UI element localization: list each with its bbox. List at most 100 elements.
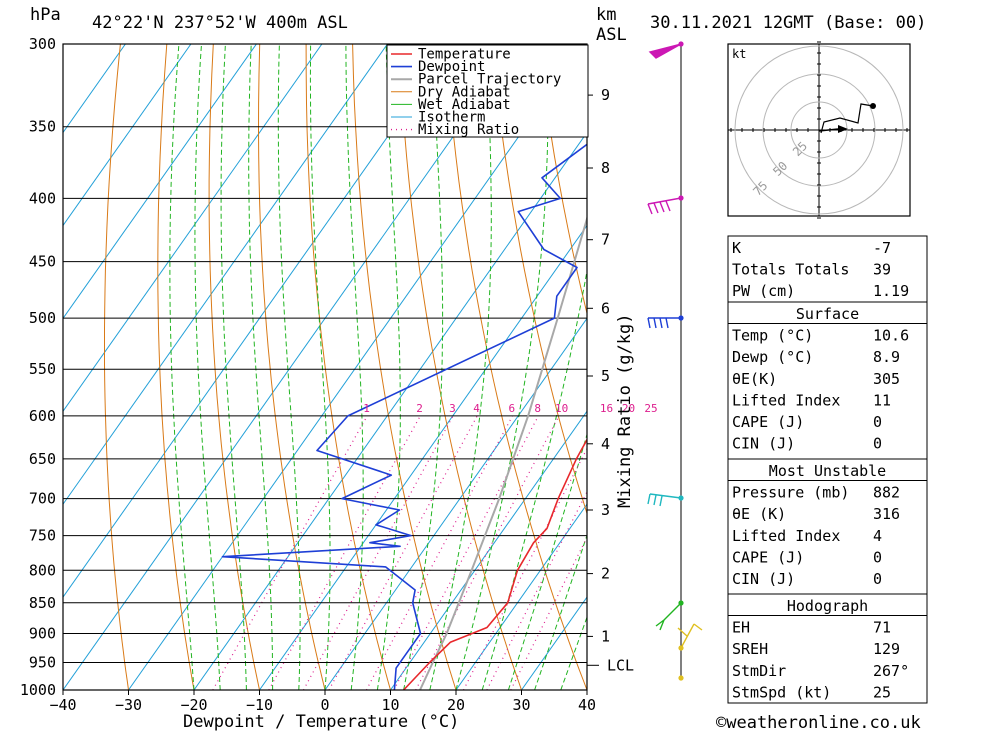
mixing-ratio-value: 3 <box>449 402 456 415</box>
legend-entry: Parcel Trajectory <box>418 72 561 88</box>
dry-adiabat-line <box>104 44 129 690</box>
hodograph-ring <box>790 101 848 159</box>
table-row-label: CAPE (J) <box>732 413 804 431</box>
pressure-tick-label: 900 <box>29 625 56 643</box>
legend-entry: Wet Adiabat <box>418 97 511 113</box>
wet-adiabat-line <box>345 44 364 690</box>
table-row-label: CAPE (J) <box>732 548 804 566</box>
mixing-ratio-value: 20 <box>622 402 635 415</box>
pressure-tick-label: 550 <box>29 360 56 378</box>
hodograph-unit-label: kt <box>732 47 746 61</box>
mixing-ratio-value: 4 <box>473 402 480 415</box>
storm-motion-vector <box>818 128 839 132</box>
wet-adiabat-line <box>277 44 301 690</box>
x-tick-label: 20 <box>447 696 465 714</box>
mixing-ratio-value: 10 <box>555 402 568 415</box>
pressure-tick-label: 400 <box>29 189 56 207</box>
mixing-ratio-value: 8 <box>534 402 541 415</box>
km-unit-label: km <box>596 5 616 25</box>
wet-adiabat-line <box>481 268 587 690</box>
table-row-value: 25 <box>873 683 891 701</box>
km-tick-label: 3 <box>601 501 610 519</box>
km-tick-label: 4 <box>601 435 610 453</box>
km-tick-label: 1 <box>601 627 610 645</box>
mixing-ratio-value: 25 <box>644 402 657 415</box>
pressure-tick-label: 800 <box>29 561 56 579</box>
table-row-label: θE (K) <box>732 505 786 523</box>
table-row-value: 0 <box>873 548 882 566</box>
isotherm-line <box>455 503 587 690</box>
lcl-label: LCL <box>607 656 634 674</box>
km-tick-label: 5 <box>601 367 610 385</box>
table-row-label: Pressure (mb) <box>732 484 849 502</box>
dewpoint-line <box>221 143 587 690</box>
isotherm-line <box>324 317 587 690</box>
mixing-ratio-value: 6 <box>509 402 516 415</box>
dry-adiabat-line <box>352 44 457 690</box>
wet-adiabat-line <box>455 44 549 690</box>
wind-barb-dot <box>678 195 684 201</box>
x-tick-label: 10 <box>381 696 399 714</box>
km-axis: 1 2 3 4 5 6 7 8 9 LCL <box>587 86 634 674</box>
table-row-label: Dewp (°C) <box>732 348 813 366</box>
pressure-tick-label: 950 <box>29 654 56 672</box>
hodo-table-box <box>727 593 928 704</box>
wind-barb <box>647 317 681 329</box>
pressure-tick-label: 700 <box>29 490 56 508</box>
wind-barb-dot <box>678 600 684 606</box>
table-row-label: Lifted Index <box>732 527 840 545</box>
isotherm-line <box>63 44 519 690</box>
wind-barb <box>677 623 703 649</box>
wind-barb <box>648 43 682 59</box>
x-tick-label: −10 <box>246 696 273 714</box>
table-row-label: PW (cm) <box>732 282 795 300</box>
wet-adiabat-line <box>194 44 221 690</box>
mixing-ratio-labels: 1 2 3 4 6 8 10 16 20 25 <box>363 402 657 415</box>
pressure-tick-label: 350 <box>29 118 56 136</box>
mixing-ratio-line <box>393 415 539 690</box>
x-tick-label: −40 <box>49 696 76 714</box>
table-row-value: 11 <box>873 391 891 409</box>
wind-barb-dot <box>678 675 684 681</box>
legend-entry: Temperature <box>418 47 511 63</box>
x-axis-label: Dewpoint / Temperature (°C) <box>183 712 459 732</box>
pressure-unit-label: hPa <box>30 5 61 25</box>
legend-entry: Mixing Ratio <box>418 122 519 138</box>
wet-adiabat-line <box>309 44 331 690</box>
surface-table-box <box>727 301 928 460</box>
wind-barbs <box>647 41 703 681</box>
table-row-value: 10.6 <box>873 327 909 345</box>
hodograph-ring <box>734 45 904 215</box>
pressure-tick-label: 650 <box>29 450 56 468</box>
pressure-tick-label: 850 <box>29 594 56 612</box>
wet-adiabat-line <box>248 44 274 690</box>
table-row-label: θE(K) <box>732 370 777 388</box>
wind-barb <box>655 602 682 631</box>
km-tick-label: 9 <box>601 86 610 104</box>
x-tick-label: −20 <box>180 696 207 714</box>
dry-adiabat-line <box>208 44 260 690</box>
datetime-label: 30.11.2021 12GMT (Base: 00) <box>650 13 926 33</box>
table-row-value: 129 <box>873 640 900 658</box>
unstable-table-title: Most Unstable <box>769 462 886 480</box>
unstable-table-box <box>727 458 928 595</box>
table-row-value: 0 <box>873 413 882 431</box>
legend-entry: Dry Adiabat <box>418 84 511 100</box>
indices-panel: K -7 Totals Totals 39 PW (cm) 1.19 Surface Temp… <box>727 235 928 704</box>
dry-adiabat-line <box>956 44 1000 690</box>
isotherm-line <box>259 224 587 690</box>
wind-barb-dot <box>678 645 684 651</box>
km-tick-label: 6 <box>601 299 610 317</box>
table-row-value: 39 <box>873 261 891 279</box>
table-row-label: Temp (°C) <box>732 327 813 345</box>
wind-barb <box>647 197 682 215</box>
wet-adiabat-line <box>507 432 587 690</box>
wet-adiabat-line <box>534 533 587 690</box>
profile-lines <box>221 143 587 690</box>
legend-entry: Dewpoint <box>418 59 485 75</box>
isotherm-line <box>63 44 257 320</box>
pressure-tick-label: 750 <box>29 527 56 545</box>
x-tick-label: 30 <box>512 696 530 714</box>
